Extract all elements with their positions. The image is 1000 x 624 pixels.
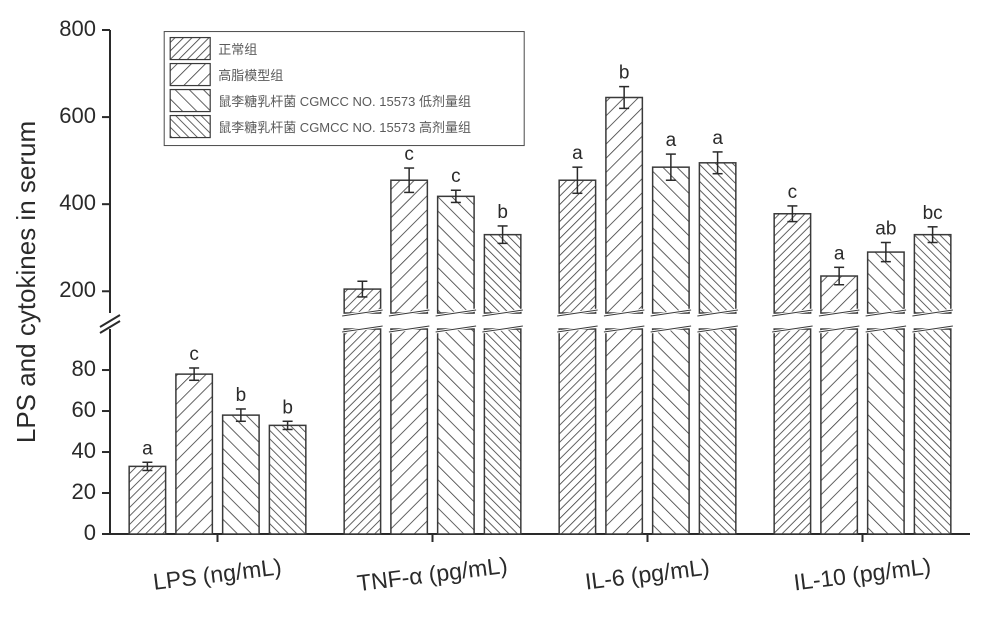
- significance-label: b: [619, 63, 630, 84]
- significance-label: c: [451, 166, 461, 187]
- bar: [223, 415, 259, 534]
- legend-swatch: [170, 64, 210, 86]
- bar-lower: [559, 329, 595, 534]
- x-group-label: IL-6 (pg/mL): [584, 554, 712, 595]
- y-axis-title: LPS and cytokines in serum: [11, 121, 41, 443]
- bar-upper: [559, 180, 595, 313]
- bar-lower: [484, 329, 520, 534]
- significance-label: a: [666, 130, 677, 151]
- bar-lower: [438, 329, 474, 534]
- bar-lower: [344, 329, 380, 534]
- bar-upper: [774, 214, 810, 313]
- legend-label: 高脂模型组: [218, 68, 283, 83]
- bar: [176, 374, 212, 534]
- significance-label: bc: [923, 203, 943, 224]
- bar-lower: [391, 329, 427, 534]
- ytick-label: 200: [59, 277, 96, 302]
- bar-upper: [699, 163, 735, 313]
- bar-lower: [774, 329, 810, 534]
- significance-label: c: [404, 144, 414, 165]
- significance-label: b: [282, 397, 293, 418]
- bar-upper: [914, 235, 950, 313]
- bar-lower: [606, 329, 642, 534]
- significance-label: a: [142, 438, 153, 459]
- legend-label: 鼠李糖乳杆菌 CGMCC NO. 15573 低剂量组: [218, 94, 471, 109]
- bar-chart: 0 20 40 60 80 200 400 600 800 LPS and cytokines i…: [0, 0, 1000, 624]
- ytick-label: 60: [72, 397, 96, 422]
- ytick-label: 600: [59, 103, 96, 128]
- significance-label: a: [834, 243, 845, 264]
- bar-lower: [699, 329, 735, 534]
- significance-label: c: [189, 344, 199, 365]
- legend-swatch: [170, 90, 210, 112]
- legend-swatch: [170, 116, 210, 138]
- ytick-label: 40: [72, 438, 96, 463]
- bar-upper: [606, 97, 642, 313]
- significance-label: ab: [875, 218, 896, 239]
- significance-label: b: [497, 202, 508, 223]
- bar-lower: [868, 329, 904, 534]
- bar: [129, 466, 165, 534]
- ytick-label: 80: [72, 356, 96, 381]
- legend-swatch: [170, 38, 210, 60]
- x-group-label: IL-10 (pg/mL): [792, 553, 932, 596]
- bar-lower: [653, 329, 689, 534]
- bar-upper: [438, 196, 474, 313]
- x-group-label: TNF-α (pg/mL): [356, 552, 509, 596]
- x-group-label: LPS (ng/mL): [152, 553, 283, 595]
- bar-lower: [914, 329, 950, 534]
- significance-label: c: [788, 182, 798, 203]
- ytick-label: 400: [59, 190, 96, 215]
- bar: [269, 425, 305, 534]
- chart-container: 0 20 40 60 80 200 400 600 800 LPS and cytokines i…: [0, 0, 1000, 624]
- legend-label: 鼠李糖乳杆菌 CGMCC NO. 15573 高剂量组: [218, 120, 471, 135]
- bar-upper: [653, 167, 689, 313]
- significance-label: a: [572, 143, 583, 164]
- bar-lower: [821, 329, 857, 534]
- ytick-label: 800: [59, 16, 96, 41]
- legend-label: 正常组: [218, 42, 257, 57]
- ytick-label: 0: [84, 520, 96, 545]
- significance-label: b: [236, 385, 247, 406]
- ytick-label: 20: [72, 479, 96, 504]
- bar-upper: [484, 235, 520, 313]
- significance-label: a: [712, 128, 723, 149]
- bar-upper: [391, 180, 427, 313]
